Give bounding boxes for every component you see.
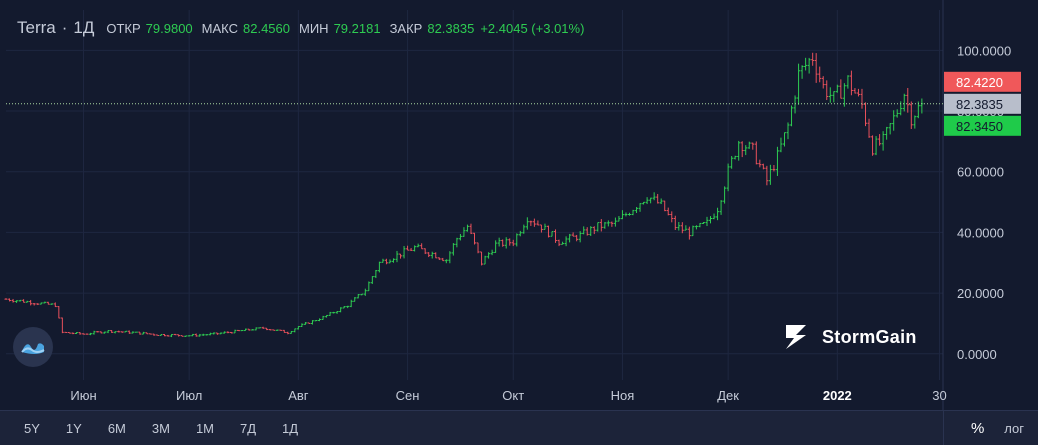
y-tick-label: 40.0000 [957,225,1004,240]
x-tick-label: Июл [176,388,202,403]
watermark-text: StormGain [822,326,917,347]
bid-price-tag: 82.3450 [956,119,1003,134]
low-label: МИН [299,21,329,36]
range-button-1y[interactable]: 1Y [62,421,86,436]
range-button-7d[interactable]: 7Д [236,421,260,436]
last-price-tag-bg [944,93,1021,114]
ask-price-tag: 82.4220 [956,75,1003,90]
x-tick-label: Авг [288,388,309,403]
x-tick-label: 2022 [823,388,852,403]
percent-scale-toggle[interactable]: % [970,419,985,437]
range-button-1m[interactable]: 1M [192,421,218,436]
range-button-6m[interactable]: 6M [104,421,130,436]
x-tick-label: 30 [932,388,946,403]
ask-price-tag-bg [944,71,1021,92]
stormgain-watermark: StormGain [780,320,917,354]
chart-canvas[interactable]: 100.000080.000060.000040.000020.00000.00… [0,0,1038,410]
range-button-3m[interactable]: 3M [148,421,174,436]
range-button-1d[interactable]: 1Д [278,421,302,436]
wave-chart-icon [21,343,45,354]
x-tick-label: Ноя [611,388,635,403]
bottom-toolbar: 5Y 1Y 6M 3M 1M 7Д 1Д % лог [0,410,1038,445]
symbol-label: Terra [17,18,56,37]
range-button-5y[interactable]: 5Y [20,421,44,436]
log-scale-toggle[interactable]: лог [1004,420,1024,436]
interval-label: 1Д [73,18,94,37]
app-logo-badge[interactable] [13,327,53,367]
x-tick-label: Дек [717,388,739,403]
low-value: 79.2181 [334,21,381,36]
y-tick-label: 20.0000 [957,286,1004,301]
high-label: МАКС [202,21,238,36]
open-value: 79.9800 [146,21,193,36]
high-value: 82.4560 [243,21,290,36]
y-tick-label: 60.0000 [957,165,1004,180]
toolbar-divider [943,411,944,445]
y-tick-label: 100.0000 [957,43,1011,58]
close-value: 82.3835 [427,21,474,36]
header-dot: · [62,18,68,37]
bid-price-tag-bg [944,115,1021,136]
x-tick-label: Окт [502,388,524,403]
change-value: +2.4045 (+3.01%) [480,21,584,36]
stormgain-logo-icon [786,325,806,349]
y-tick-label: 0.0000 [957,347,997,362]
x-tick-label: Сен [396,388,420,403]
ohlc-header: Terra · 1Д ОТКР 79.9800 МАКС 82.4560 МИН 79.2181… [17,18,584,37]
open-label: ОТКР [106,21,140,36]
close-label: ЗАКР [390,21,423,36]
x-tick-label: Июн [70,388,96,403]
last-price-tag: 82.3835 [956,97,1003,112]
